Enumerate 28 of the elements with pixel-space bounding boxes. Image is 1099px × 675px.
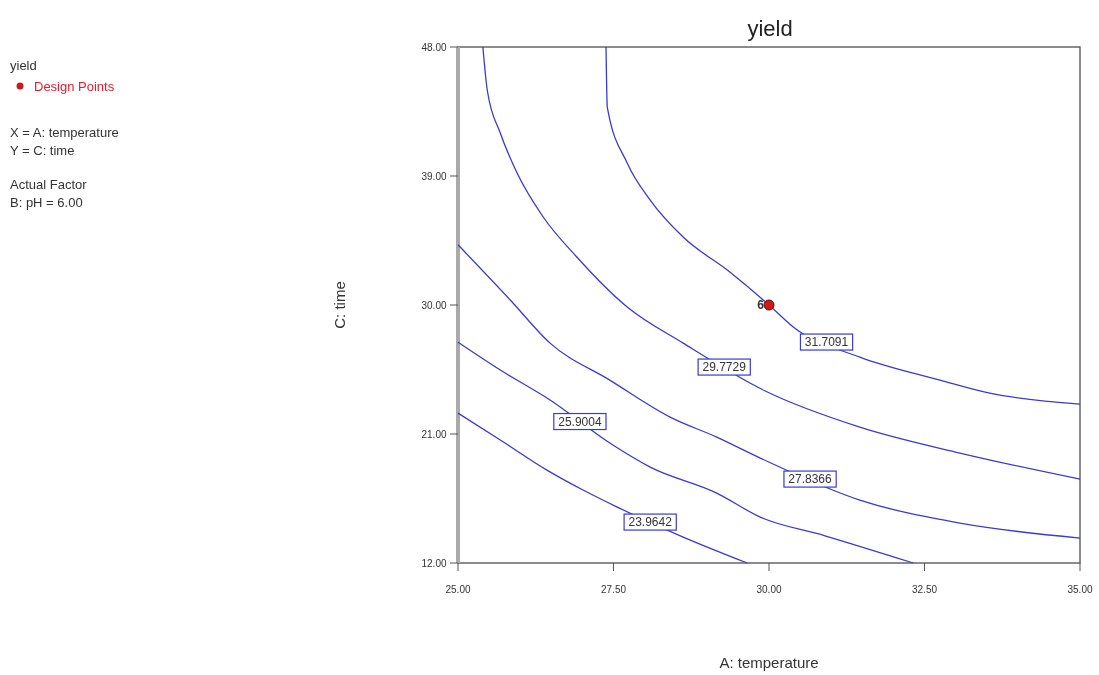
text: B: pH = 6.00	[10, 195, 83, 210]
x-tick-label: 32.50	[911, 584, 938, 595]
annotation: 6	[757, 298, 765, 312]
y-tick-label: 48.00	[421, 42, 447, 53]
line-series	[457, 244, 1081, 539]
x-tick-label: 35.00	[1067, 584, 1093, 595]
y-axis-title: C: time	[331, 281, 348, 329]
chart-title: yield	[747, 16, 793, 41]
legend-label: Design Points	[34, 79, 115, 94]
x-axis-title: A: temperature	[719, 654, 819, 671]
y-tick-label: 30.00	[421, 300, 447, 311]
text: Actual Factor	[10, 177, 88, 192]
series-label: 27.8366	[788, 472, 833, 487]
y-tick-label: 21.00	[421, 429, 447, 440]
y-tick-label: 39.00	[421, 171, 447, 182]
text: Y = C: time	[10, 143, 75, 158]
series-label: 25.9004	[558, 414, 602, 429]
series-label: 29.7729	[702, 360, 747, 375]
legend-title: yield	[10, 58, 37, 73]
x-tick-label: 25.00	[445, 584, 471, 595]
series-label: 23.9642	[628, 515, 673, 530]
x-tick-label: 30.00	[756, 584, 782, 595]
text: X = A: temperature	[10, 125, 119, 140]
series-label: 31.7091	[804, 335, 849, 350]
line-series	[457, 412, 748, 564]
y-tick-label: 12.00	[421, 558, 447, 569]
x-tick-label: 27.50	[600, 584, 627, 595]
line-series	[605, 46, 1081, 405]
